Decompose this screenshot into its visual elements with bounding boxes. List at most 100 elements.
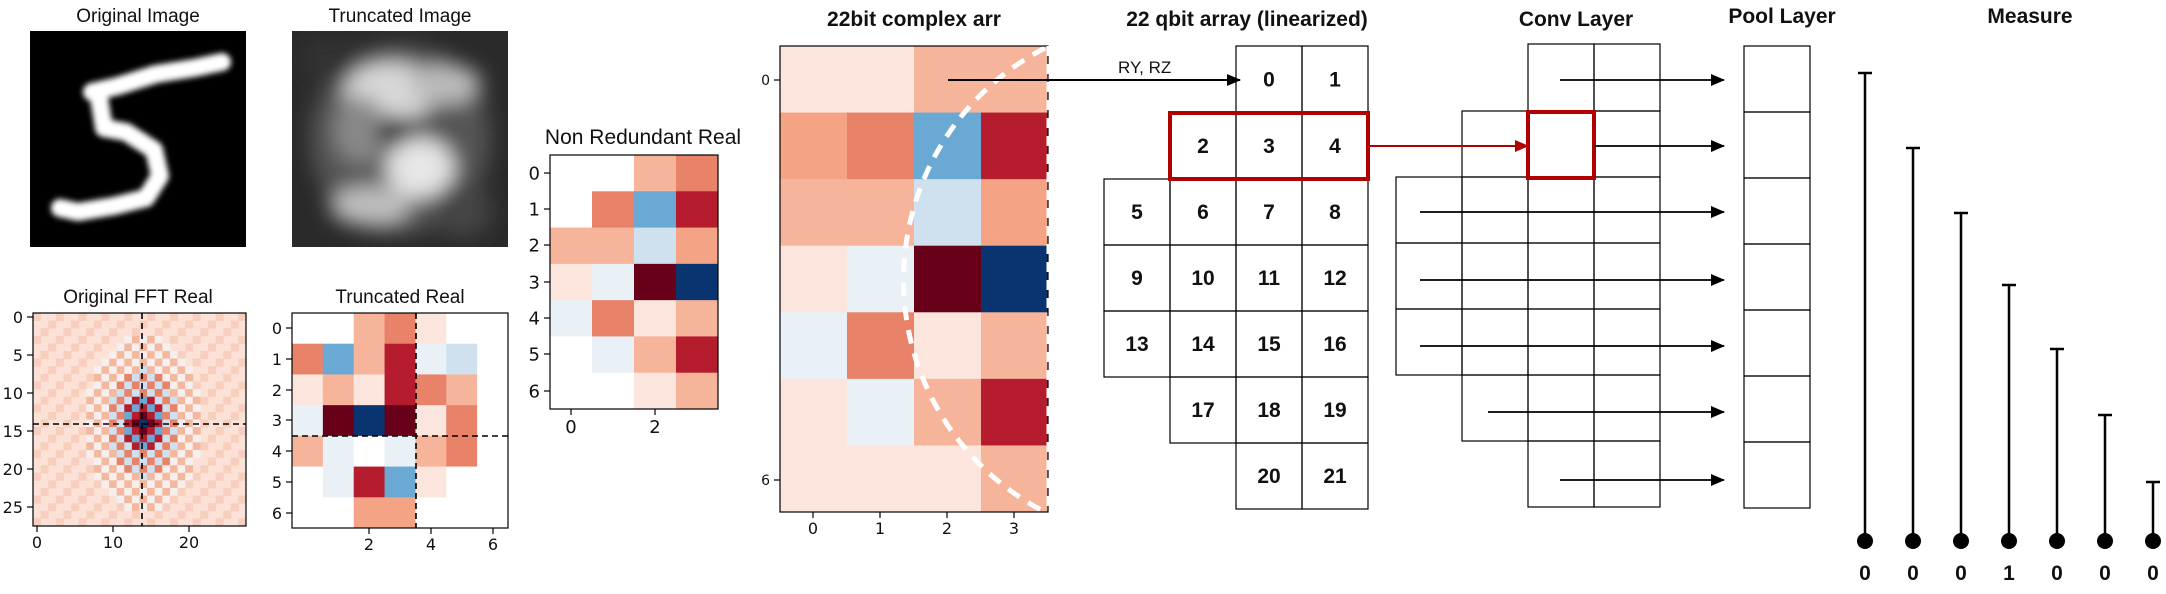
measure-stems: 0 0 0 1 0 0 0 — [1857, 71, 2161, 585]
fft-cell — [71, 343, 80, 352]
fft-cell — [131, 335, 140, 344]
conv-cell — [1593, 176, 1661, 244]
fft-cell — [223, 328, 232, 337]
nr-y-tick-label: 0 — [529, 163, 540, 184]
truncated-cell — [322, 343, 355, 375]
truncated-cell — [415, 343, 447, 375]
truncated-cell — [415, 435, 447, 468]
fft-cell — [162, 351, 171, 360]
trunc-y-tick-label: 3 — [272, 411, 282, 430]
fft-cell — [86, 449, 95, 458]
fft-cell — [154, 351, 163, 360]
nr-y-ticks: 0 1 2 3 4 5 6 — [529, 163, 550, 402]
fft-cell — [63, 373, 72, 382]
fft-cell — [185, 411, 194, 420]
complex-cell — [780, 112, 848, 180]
fft-cell — [162, 503, 171, 512]
fft-cell — [93, 427, 102, 436]
fft-cell — [177, 381, 186, 390]
measure-dot — [2001, 533, 2017, 549]
fft-cell — [109, 328, 118, 337]
fft-cell — [185, 465, 194, 474]
truncated-real-heatmap — [292, 313, 509, 529]
pool-cell — [1743, 441, 1811, 509]
truncated-cell — [292, 374, 324, 406]
fft-cell — [177, 389, 186, 398]
fft-cell — [154, 427, 163, 436]
fft-cell — [192, 404, 201, 413]
fft-cell — [192, 411, 201, 420]
fft-cell — [139, 366, 148, 375]
trunc-y-ticks: 0 1 2 3 4 5 6 — [272, 319, 292, 523]
truncated-cell — [415, 405, 447, 437]
fft-cell — [131, 328, 140, 337]
fft-cell — [177, 472, 186, 481]
fft-cell — [139, 457, 148, 466]
fft-cell — [93, 404, 102, 413]
original-image-panel — [30, 31, 246, 247]
fft-cell — [71, 366, 80, 375]
non-redundant-cell — [592, 336, 635, 374]
fft-cell — [124, 503, 133, 512]
fft-cell — [169, 495, 178, 504]
truncated-cell — [384, 466, 416, 498]
conv-cell — [1593, 242, 1661, 310]
fft-cell — [177, 358, 186, 367]
conv-cell — [1593, 110, 1661, 178]
fft-cell — [101, 457, 110, 466]
fft-cell — [55, 335, 64, 344]
truncated-cell — [384, 435, 416, 468]
fft-cell — [169, 465, 178, 474]
fft-cell — [131, 373, 140, 382]
truncated-cell — [384, 405, 416, 437]
trunc-x-tick-label: 6 — [488, 535, 498, 554]
complex-cell — [981, 179, 1049, 247]
fft-cell — [109, 480, 118, 489]
truncated-cell — [446, 374, 478, 406]
fft-cell — [33, 335, 42, 344]
fft-cell — [200, 510, 209, 519]
fft-cell — [86, 411, 95, 420]
truncated-cell — [446, 466, 478, 498]
fft-cell — [116, 449, 125, 458]
qbit-cell-label: 14 — [1191, 333, 1215, 356]
fft-cell — [124, 396, 133, 405]
fft-cell — [139, 480, 148, 489]
fft-cell — [200, 328, 209, 337]
fft-cell — [192, 313, 201, 322]
complex-cell — [847, 112, 915, 180]
fft-cell — [147, 335, 156, 344]
complex-x-tick-label: 3 — [1009, 519, 1019, 538]
truncated-cell — [322, 435, 355, 468]
fft-cell — [139, 411, 148, 420]
fft-cell — [139, 449, 148, 458]
fft-cell — [48, 389, 57, 398]
fft-cell — [131, 404, 140, 413]
truncated-cell — [415, 374, 447, 406]
fft-cell — [93, 343, 102, 352]
fft-cell — [40, 487, 49, 496]
fft-cell — [215, 404, 224, 413]
fft-cell — [40, 328, 49, 337]
nr-y-tick-label: 4 — [529, 308, 540, 329]
fft-cell — [109, 487, 118, 496]
fft-cell — [238, 404, 247, 413]
fft-cell — [154, 328, 163, 337]
fft-cell — [177, 373, 186, 382]
fft-cell — [185, 396, 194, 405]
fft-cell — [154, 449, 163, 458]
non-redundant-cell — [592, 155, 635, 192]
truncated-cell — [446, 405, 478, 437]
qbit-cell-label: 16 — [1323, 333, 1346, 356]
conv-highlight-box — [1526, 110, 1596, 180]
fft-y-tick-label: 15 — [3, 422, 23, 441]
fft-cell — [238, 358, 247, 367]
fft-cell — [162, 396, 171, 405]
fft-cell — [238, 495, 247, 504]
fft-y-tick-label: 25 — [3, 498, 23, 517]
nr-y-tick-label: 6 — [529, 381, 540, 402]
fft-cell — [230, 343, 239, 352]
fft-cell — [147, 495, 156, 504]
conv-cell — [1461, 308, 1529, 376]
